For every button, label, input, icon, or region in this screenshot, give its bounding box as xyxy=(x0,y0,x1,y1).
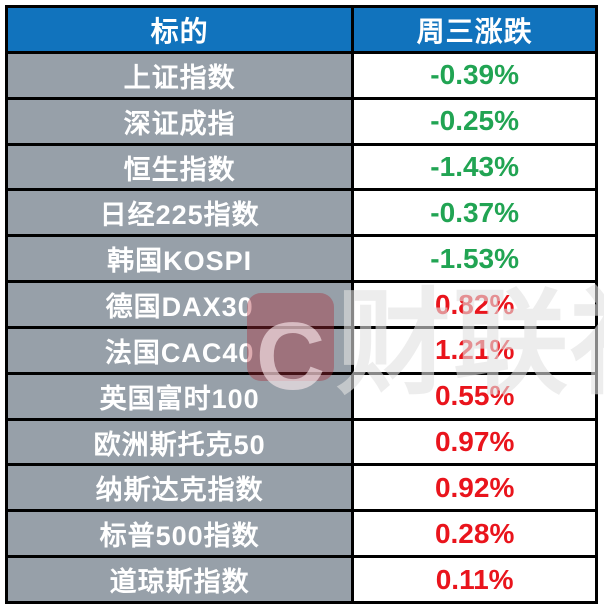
index-name-cell: 纳斯达克指数 xyxy=(4,463,355,513)
index-name-cell: 日经225指数 xyxy=(4,188,355,238)
change-value-cell: 0.28% xyxy=(351,509,598,559)
table-row: 标普500指数 0.28% xyxy=(4,509,598,559)
change-value-cell: 1.21% xyxy=(351,325,598,375)
table-row: 深证成指 -0.25% xyxy=(4,96,598,146)
index-name-cell: 道琼斯指数 xyxy=(4,555,355,604)
table-row: 上证指数 -0.39% xyxy=(4,51,598,100)
table-row: 纳斯达克指数 0.92% xyxy=(4,463,598,513)
market-index-table: 标的 周三涨跌 上证指数 -0.39% 深证成指 -0.25% 恒生指数 -1.… xyxy=(4,5,598,604)
table-row: 韩国KOSPI -1.53% xyxy=(4,234,598,284)
header-target-label: 标的 xyxy=(4,5,355,54)
index-name-cell: 英国富时100 xyxy=(4,371,355,421)
index-name-cell: 深证成指 xyxy=(4,96,355,146)
table-row: 道琼斯指数 0.11% xyxy=(4,555,598,604)
index-name-cell: 标普500指数 xyxy=(4,509,355,559)
index-name-cell: 韩国KOSPI xyxy=(4,234,355,284)
header-row: 标的 周三涨跌 xyxy=(4,5,598,54)
index-name-cell: 德国DAX30 xyxy=(4,280,355,329)
table-row: 欧洲斯托克50 0.97% xyxy=(4,417,598,467)
index-name-cell: 欧洲斯托克50 xyxy=(4,417,355,467)
table-row: 日经225指数 -0.37% xyxy=(4,188,598,238)
change-value-cell: -0.39% xyxy=(351,51,598,100)
change-value-cell: -0.25% xyxy=(351,96,598,146)
table-row: 法国CAC40 1.21% xyxy=(4,325,598,375)
change-value-cell: 0.92% xyxy=(351,463,598,513)
table-row: 德国DAX30 0.82% xyxy=(4,280,598,329)
change-value-cell: -0.37% xyxy=(351,188,598,238)
index-name-cell: 恒生指数 xyxy=(4,142,355,192)
change-value-cell: 0.97% xyxy=(351,417,598,467)
change-value-cell: -1.53% xyxy=(351,234,598,284)
change-value-cell: 0.55% xyxy=(351,371,598,421)
index-change-table: 标的 周三涨跌 上证指数 -0.39% 深证成指 -0.25% 恒生指数 -1.… xyxy=(4,5,598,604)
index-name-cell: 上证指数 xyxy=(4,51,355,100)
table-row: 恒生指数 -1.43% xyxy=(4,142,598,192)
header-change-label: 周三涨跌 xyxy=(351,5,598,54)
table-row: 英国富时100 0.55% xyxy=(4,371,598,421)
change-value-cell: 0.82% xyxy=(351,280,598,329)
index-name-cell: 法国CAC40 xyxy=(4,325,355,375)
change-value-cell: 0.11% xyxy=(351,555,598,604)
change-value-cell: -1.43% xyxy=(351,142,598,192)
